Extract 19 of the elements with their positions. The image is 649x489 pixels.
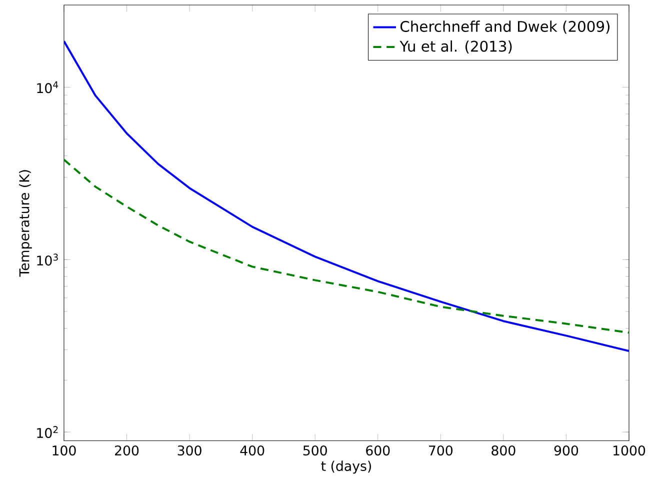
x-tick-label: 500	[303, 446, 327, 456]
y-tick-label: 10$^{4}$	[37, 81, 58, 94]
x-tick-label: 100	[52, 446, 76, 456]
x-tick-label: 1000	[614, 446, 646, 456]
x-tick-label: 700	[429, 446, 452, 456]
x-tick-label: 900	[554, 446, 578, 456]
legend-label: Cherchneff and Dwek (2009)	[400, 20, 610, 34]
x-tick-label: 400	[240, 446, 264, 456]
x-tick-label: 600	[366, 446, 390, 456]
line-series	[64, 158, 629, 334]
y-tick-label: 10$^{3}$	[37, 254, 58, 266]
x-tick-label: 200	[115, 446, 139, 456]
x-axis-title: t (days)	[321, 460, 371, 474]
legend-label: Yu et al. (2013)	[400, 40, 512, 54]
x-tick-label: 300	[178, 446, 202, 456]
y-axis-title: Temperature (K)	[19, 170, 32, 277]
line-series	[64, 40, 629, 352]
x-tick-label: 800	[492, 446, 516, 456]
y-tick-label: 10$^{2}$	[37, 426, 58, 438]
